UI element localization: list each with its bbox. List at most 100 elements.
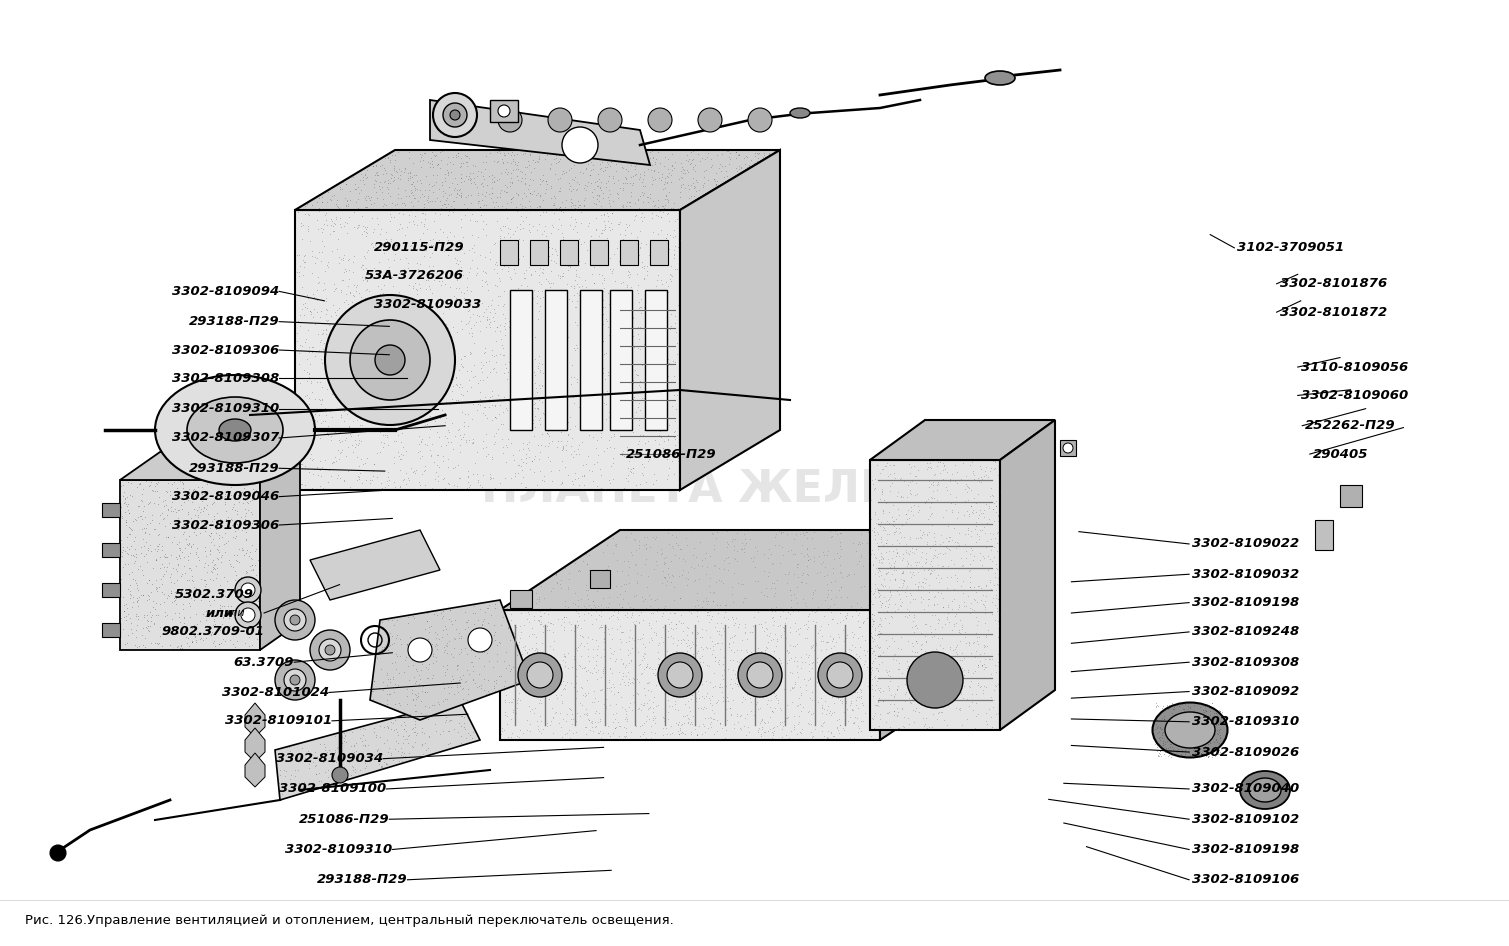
Point: [803, 554, 827, 569]
Point: [688, 651, 712, 666]
Point: [931, 685, 955, 700]
Point: [637, 433, 661, 448]
Point: [880, 587, 904, 603]
Point: [893, 536, 917, 552]
Point: [626, 193, 650, 208]
Point: [454, 432, 478, 447]
Point: [288, 219, 312, 234]
Point: [412, 219, 436, 234]
Point: [727, 616, 751, 631]
Point: [979, 481, 1003, 496]
Point: [155, 559, 180, 574]
Point: [632, 460, 656, 475]
Point: [386, 677, 410, 692]
Point: [883, 646, 907, 661]
Point: [151, 506, 175, 521]
Point: [480, 143, 504, 158]
Point: [374, 719, 398, 734]
Point: [589, 467, 613, 482]
Point: [530, 394, 554, 410]
Point: [490, 606, 515, 622]
Point: [662, 413, 687, 429]
Point: [635, 268, 659, 283]
Point: [1200, 712, 1224, 727]
Point: [1200, 749, 1224, 764]
Point: [833, 695, 857, 710]
Point: [756, 542, 780, 557]
Point: [395, 728, 420, 744]
Point: [735, 149, 759, 165]
Point: [480, 167, 504, 183]
Point: [592, 395, 616, 411]
Point: [527, 283, 551, 298]
Point: [240, 516, 264, 531]
Point: [492, 678, 516, 693]
Point: [416, 393, 441, 408]
Point: [127, 476, 151, 491]
Point: [578, 664, 602, 679]
Point: [581, 593, 605, 608]
Point: [223, 572, 247, 587]
Point: [430, 723, 454, 738]
Point: [424, 389, 448, 404]
Point: [868, 623, 892, 639]
Point: [607, 284, 631, 299]
Point: [658, 272, 682, 287]
Point: [456, 418, 480, 433]
Point: [436, 724, 460, 739]
Point: [293, 296, 317, 311]
Point: [151, 512, 175, 527]
Point: [122, 534, 146, 549]
Point: [119, 599, 143, 614]
Point: [376, 149, 400, 165]
Point: [572, 477, 596, 492]
Point: [407, 474, 432, 489]
Point: [352, 738, 376, 753]
Point: [592, 190, 616, 205]
Point: [386, 170, 410, 185]
Point: [643, 314, 667, 329]
Point: [640, 725, 664, 740]
Point: [578, 239, 602, 254]
Point: [570, 553, 595, 569]
Point: [368, 760, 392, 775]
Point: [531, 671, 555, 686]
Point: [809, 669, 833, 684]
Point: [498, 230, 522, 245]
Point: [643, 372, 667, 387]
Point: [702, 538, 726, 553]
Point: [1213, 742, 1237, 757]
Point: [957, 638, 981, 653]
Point: [327, 250, 352, 265]
Point: [652, 433, 676, 448]
Point: [862, 711, 886, 727]
Point: [952, 595, 976, 610]
Point: [312, 736, 337, 751]
Point: [395, 311, 420, 326]
Point: [349, 166, 373, 182]
Point: [540, 323, 564, 338]
Point: [504, 668, 528, 683]
Point: [388, 478, 412, 493]
Point: [416, 270, 441, 285]
Point: [320, 456, 344, 471]
Point: [445, 177, 469, 192]
Point: [232, 569, 257, 585]
Point: [779, 592, 803, 607]
Point: [451, 230, 475, 245]
Point: [401, 608, 426, 623]
Point: [438, 155, 462, 170]
Point: [506, 158, 530, 173]
Point: [911, 626, 936, 641]
Point: [177, 639, 201, 654]
Point: [883, 524, 907, 539]
Point: [128, 508, 152, 523]
Point: [504, 682, 528, 697]
Point: [504, 161, 528, 176]
Point: [613, 176, 637, 191]
Point: [561, 679, 585, 694]
Point: [862, 586, 886, 601]
Point: [352, 262, 376, 277]
Point: [172, 518, 196, 534]
Point: [305, 375, 329, 390]
